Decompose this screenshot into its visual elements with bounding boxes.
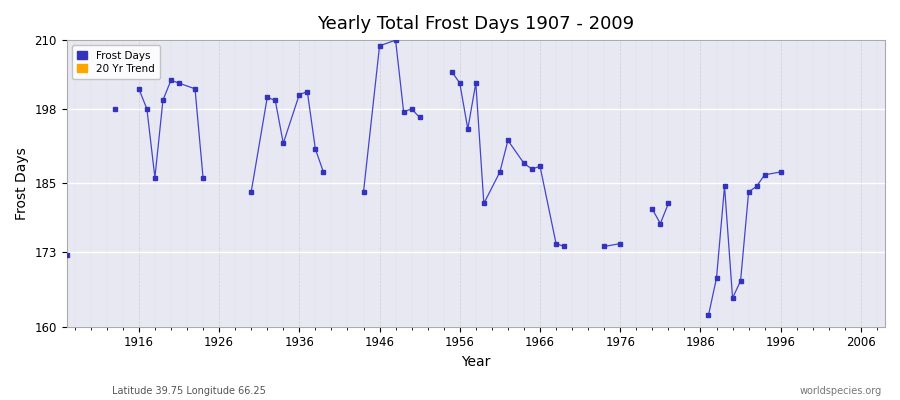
X-axis label: Year: Year: [461, 355, 491, 369]
Legend: Frost Days, 20 Yr Trend: Frost Days, 20 Yr Trend: [72, 45, 160, 79]
Title: Yearly Total Frost Days 1907 - 2009: Yearly Total Frost Days 1907 - 2009: [318, 15, 634, 33]
Text: worldspecies.org: worldspecies.org: [800, 386, 882, 396]
Y-axis label: Frost Days: Frost Days: [15, 147, 29, 220]
Text: Latitude 39.75 Longitude 66.25: Latitude 39.75 Longitude 66.25: [112, 386, 266, 396]
